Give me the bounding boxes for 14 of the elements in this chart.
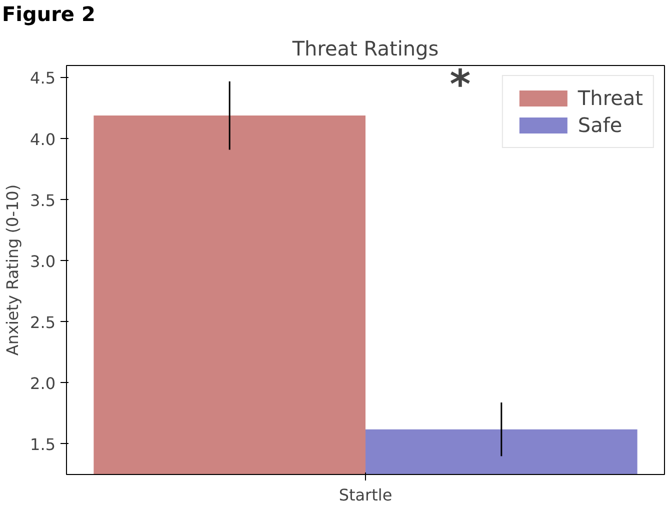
y-tick-label: 2.0 (30, 374, 56, 393)
y-tick-label: 2.5 (30, 312, 56, 332)
legend-label: Safe (578, 113, 622, 137)
chart-title: Threat Ratings (291, 36, 439, 60)
y-axis-title: Anxiety Rating (0-10) (3, 184, 22, 356)
y-tick-label: 1.5 (30, 434, 56, 454)
x-tick-label: Startle (338, 486, 392, 504)
y-tick-label: 3.0 (30, 252, 56, 271)
legend-label: Threat (578, 86, 643, 110)
y-tick-label: 3.5 (30, 190, 56, 210)
caption: Figure 2 (2, 1, 96, 28)
annotation: * (450, 62, 471, 108)
y-tick-label: 4.0 (30, 130, 56, 149)
y-tick-label: 4.5 (30, 68, 56, 88)
